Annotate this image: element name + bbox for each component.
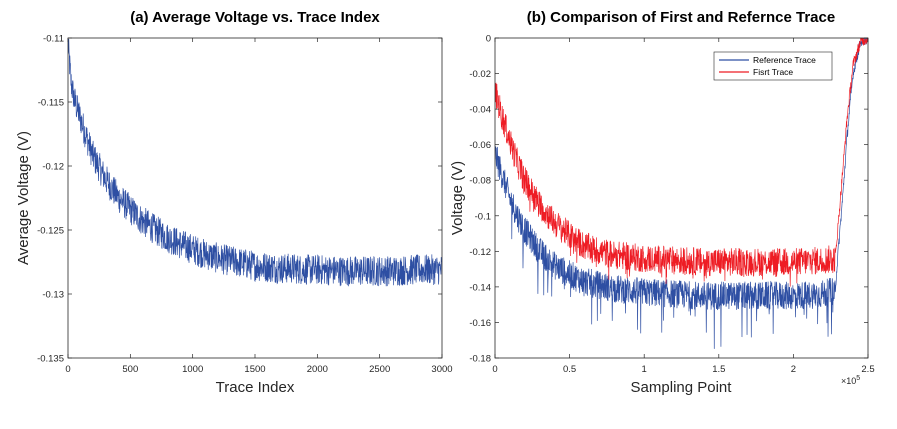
series-line-0 bbox=[68, 39, 442, 287]
y-tick-label: -0.115 bbox=[38, 98, 64, 109]
series-line-reference-trace bbox=[495, 38, 868, 349]
x-tick-label: 1000 bbox=[182, 364, 203, 375]
chart-a: (a) Average Voltage vs. Trace Index 0 500… bbox=[15, 9, 453, 396]
legend-box bbox=[713, 51, 833, 81]
x-tick-label: 500 bbox=[122, 364, 138, 375]
y-tick-label: -0.1 bbox=[475, 211, 491, 222]
x-tick-label: 0 bbox=[65, 364, 70, 375]
chart-a-title: (a) Average Voltage vs. Trace Index bbox=[130, 9, 380, 26]
y-tick-label: -0.06 bbox=[469, 140, 491, 151]
legend-label-first: Fisrt Trace bbox=[753, 67, 793, 77]
y-tick-label: -0.135 bbox=[37, 354, 64, 365]
x-tick-label: 3000 bbox=[431, 364, 452, 375]
series-line-fisrt-trace bbox=[495, 38, 868, 287]
y-tick-label: -0.13 bbox=[42, 290, 64, 301]
chart-a-plot-area bbox=[68, 39, 442, 287]
y-tick-label: -0.12 bbox=[469, 247, 491, 258]
chart-b-title: (b) Comparison of First and Refernce Tra… bbox=[527, 9, 835, 26]
x-tick-label: 1 bbox=[642, 364, 647, 375]
x-tick-label: 2500 bbox=[369, 364, 390, 375]
y-tick-label: -0.12 bbox=[42, 162, 64, 173]
chart-b-ylabel: Voltage (V) bbox=[449, 161, 466, 235]
y-tick-label: 0 bbox=[486, 34, 491, 45]
chart-b-axes-box bbox=[494, 37, 869, 359]
x-tick-label: 0.5 bbox=[563, 364, 576, 375]
y-tick-label: -0.18 bbox=[469, 354, 491, 365]
legend-label-reference: Reference Trace bbox=[753, 55, 816, 65]
chart-b-x-multiplier: ×105 bbox=[841, 375, 860, 386]
y-tick-label: -0.125 bbox=[37, 226, 64, 237]
y-tick-label: -0.11 bbox=[43, 34, 64, 45]
chart-b: (b) Comparison of First and Refernce Tra… bbox=[449, 9, 875, 396]
y-tick-label: -0.14 bbox=[469, 282, 491, 293]
y-tick-label: -0.08 bbox=[469, 176, 491, 187]
chart-b-legend: Reference Trace Fisrt Trace bbox=[713, 51, 833, 81]
chart-a-ticks: 0 500 1000 1500 2000 2500 3000 -0.11 -0.115 -0.12… bbox=[37, 34, 453, 376]
x-tick-label: 1500 bbox=[244, 364, 265, 375]
x-tick-label: 2000 bbox=[307, 364, 328, 375]
chart-a-xlabel: Trace Index bbox=[216, 379, 295, 396]
chart-b-plot-area bbox=[495, 38, 868, 349]
x-tick-label: 0 bbox=[492, 364, 497, 375]
x-tick-label: 1.5 bbox=[712, 364, 725, 375]
x-tick-label: 2 bbox=[791, 364, 796, 375]
y-tick-label: -0.16 bbox=[469, 318, 491, 329]
y-tick-label: -0.04 bbox=[469, 105, 491, 116]
chart-a-ylabel: Average Voltage (V) bbox=[15, 131, 32, 265]
x-tick-label: 2.5 bbox=[861, 364, 874, 375]
chart-b-xlabel: Sampling Point bbox=[631, 379, 733, 396]
y-tick-label: -0.02 bbox=[469, 69, 491, 80]
chart-b-ticks: 0 0.5 1 1.5 2 2.5 0 -0.02 -0.04 -0.06 -0.08 -0.1 -0.… bbox=[469, 34, 874, 376]
